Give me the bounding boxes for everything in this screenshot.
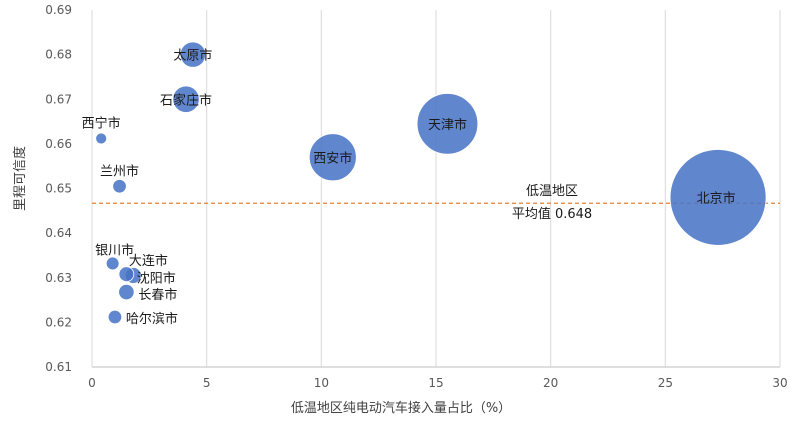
bubble-label: 哈尔滨市: [126, 311, 178, 327]
bubble: [669, 149, 767, 246]
y-tick-label: 0.68: [45, 48, 72, 62]
y-axis-title: 里程可信度: [12, 146, 28, 211]
average-label-line2: 平均值 0.648: [512, 206, 592, 222]
bubble: [95, 132, 108, 145]
bubble-label: 银川市: [95, 242, 134, 258]
bubble: [416, 93, 479, 155]
x-tick-label: 5: [203, 376, 211, 390]
x-tick-label: 10: [314, 376, 329, 390]
bubble: [105, 256, 120, 271]
bubble: [118, 266, 135, 283]
y-tick-label: 0.63: [45, 271, 72, 285]
y-tick-label: 0.66: [45, 137, 72, 151]
x-axis-title: 低温地区纯电动汽车接入量占比（%）: [291, 400, 511, 416]
bubble: [172, 85, 200, 113]
bubble: [112, 179, 127, 194]
y-tick-label: 0.67: [45, 92, 72, 106]
bubble-label: 大连市: [129, 253, 168, 269]
bubble-label: 西宁市: [82, 116, 121, 132]
bubble: [179, 41, 207, 68]
y-tick-label: 0.65: [45, 182, 72, 196]
bubble-label: 北京市: [697, 190, 736, 206]
bubble-label: 太原市: [173, 48, 212, 64]
bubble: [107, 309, 123, 325]
axes: 0 5 10 15 20 25 30 0.61 0.62 0.63 0.64 0.65 0.66 0.67…: [45, 3, 787, 390]
bubble: [308, 133, 357, 182]
grid-lines: [206, 10, 781, 367]
bubble-label: 沈阳市: [137, 271, 176, 287]
x-tick-label: 20: [543, 376, 558, 390]
y-tick-label: 0.61: [45, 360, 72, 374]
bubble-label: 兰州市: [100, 163, 139, 179]
average-label-line1: 低温地区: [526, 184, 578, 199]
y-tick-label: 0.62: [45, 315, 72, 329]
bubble-label: 天津市: [428, 117, 467, 133]
bubble-label: 石家庄市: [160, 92, 212, 108]
y-tick-label: 0.64: [45, 226, 72, 240]
y-tick-label: 0.69: [45, 3, 72, 17]
x-tick-label: 25: [658, 376, 673, 390]
bubble: [118, 283, 135, 301]
x-tick-label: 15: [428, 376, 443, 390]
x-tick-label: 30: [772, 376, 787, 390]
bubble-label: 西安市: [313, 150, 352, 166]
bubbles: [95, 41, 767, 325]
bubble-label: 长春市: [138, 287, 177, 303]
x-tick-label: 0: [88, 376, 96, 390]
